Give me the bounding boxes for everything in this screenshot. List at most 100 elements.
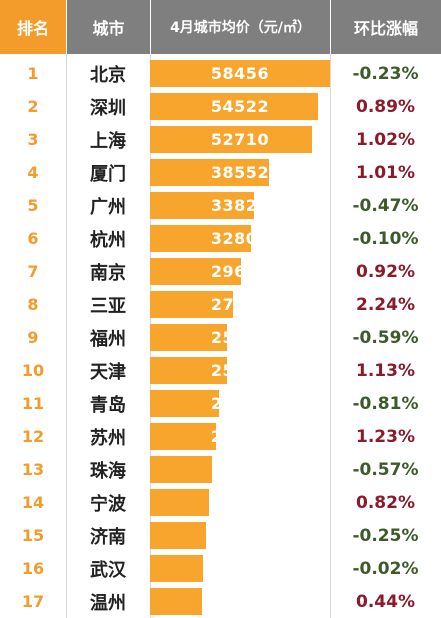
change-cell: -0.02% [352, 558, 419, 579]
price-cell: 20257 [150, 453, 330, 486]
table-row: 14 宁波 19065 0.82% [0, 486, 441, 519]
price-bar [150, 192, 254, 219]
rank-cell: 17 [21, 592, 45, 611]
rank-cell: 15 [21, 526, 45, 545]
price-cell: 52710 [150, 123, 330, 156]
change-cell: -0.47% [352, 195, 419, 216]
price-label: 20257 [210, 460, 270, 479]
price-label: 29601 [210, 262, 270, 281]
price-cell: 38552 [150, 156, 330, 189]
table-row: 3 上海 52710 1.02% [0, 123, 441, 156]
change-cell: 1.02% [356, 129, 415, 150]
city-cell: 三亚 [90, 295, 126, 317]
city-cell: 福州 [90, 328, 126, 350]
price-bar [150, 225, 251, 252]
price-bar [150, 159, 269, 186]
city-cell: 深圳 [90, 97, 126, 119]
price-bar [150, 60, 330, 87]
price-bar [150, 126, 312, 153]
price-label: 25040 [210, 361, 270, 380]
table-row: 5 广州 33828 -0.47% [0, 189, 441, 222]
rank-cell: 9 [27, 328, 39, 347]
city-cell: 珠海 [90, 460, 126, 482]
table-row: 1 北京 58456 -0.23% [0, 57, 441, 90]
city-cell: 天津 [90, 361, 126, 383]
price-bar [150, 423, 216, 450]
price-cell: 33828 [150, 189, 330, 222]
price-bar [150, 324, 227, 351]
city-cell: 北京 [90, 64, 126, 86]
table-row: 7 南京 29601 0.92% [0, 255, 441, 288]
change-cell: 2.24% [356, 294, 415, 315]
price-label: 17297 [210, 559, 270, 578]
city-cell: 上海 [90, 130, 126, 152]
change-cell: -0.81% [352, 393, 419, 414]
price-bar [150, 93, 318, 120]
price-label: 52710 [210, 130, 270, 149]
price-label: 22493 [210, 394, 270, 413]
table-row: 2 深圳 54522 0.89% [0, 90, 441, 123]
change-cell: 1.13% [356, 360, 415, 381]
column-divider [330, 54, 331, 618]
rank-cell: 13 [21, 460, 45, 479]
price-bar [150, 291, 233, 318]
rank-cell: 14 [21, 493, 45, 512]
price-cell: 27079 [150, 288, 330, 321]
rank-cell: 7 [27, 262, 39, 281]
table-row: 8 三亚 27079 2.24% [0, 288, 441, 321]
price-bar [150, 555, 203, 582]
table-row: 10 天津 25040 1.13% [0, 354, 441, 387]
rank-cell: 16 [21, 559, 45, 578]
rank-cell: 1 [27, 64, 39, 83]
city-cell: 武汉 [90, 559, 126, 581]
city-cell: 宁波 [90, 493, 126, 515]
city-cell: 广州 [90, 196, 126, 218]
city-cell: 济南 [90, 526, 126, 548]
table-row: 11 青岛 22493 -0.81% [0, 387, 441, 420]
table-row: 6 杭州 32803 -0.10% [0, 222, 441, 255]
price-label: 21374 [210, 427, 270, 446]
price-bar [150, 522, 206, 549]
change-cell: 1.23% [356, 426, 415, 447]
city-cell: 温州 [90, 592, 126, 614]
rank-cell: 10 [21, 361, 45, 380]
table-row: 12 苏州 21374 1.23% [0, 420, 441, 453]
price-cell: 18122 [150, 519, 330, 552]
price-cell: 17297 [150, 552, 330, 585]
price-cell: 25091 [150, 321, 330, 354]
change-cell: 0.82% [356, 492, 415, 513]
header-change: 环比涨幅 [330, 0, 441, 54]
price-bar [150, 588, 202, 615]
price-label: 38552 [210, 163, 270, 182]
change-cell: 0.44% [356, 591, 415, 612]
price-cell: 25040 [150, 354, 330, 387]
price-label: 25091 [210, 328, 270, 347]
price-bar [150, 456, 212, 483]
price-cell: 29601 [150, 255, 330, 288]
price-bar [150, 357, 227, 384]
price-cell: 54522 [150, 90, 330, 123]
table-row: 16 武汉 17297 -0.02% [0, 552, 441, 585]
rank-cell: 6 [27, 229, 39, 248]
change-cell: 0.92% [356, 261, 415, 282]
price-label: 27079 [210, 295, 270, 314]
table-row: 4 厦门 38552 1.01% [0, 156, 441, 189]
price-label: 19065 [210, 493, 270, 512]
table-row: 17 温州 17048 0.44% [0, 585, 441, 618]
change-cell: -0.57% [352, 459, 419, 480]
price-cell: 58456 [150, 57, 330, 90]
change-cell: 1.01% [356, 162, 415, 183]
table-row: 15 济南 18122 -0.25% [0, 519, 441, 552]
header-price: 4月城市均价（元/㎡） [150, 0, 330, 54]
table-row: 13 珠海 20257 -0.57% [0, 453, 441, 486]
price-label: 17048 [210, 592, 270, 611]
rank-cell: 5 [27, 196, 39, 215]
price-bar [150, 390, 219, 417]
price-label: 58456 [210, 64, 270, 83]
city-cell: 南京 [90, 262, 126, 284]
header-rank: 排名 [0, 0, 66, 54]
price-bar [150, 258, 241, 285]
header-city: 城市 [66, 0, 150, 54]
price-cell: 17048 [150, 585, 330, 618]
rank-cell: 3 [27, 130, 39, 149]
